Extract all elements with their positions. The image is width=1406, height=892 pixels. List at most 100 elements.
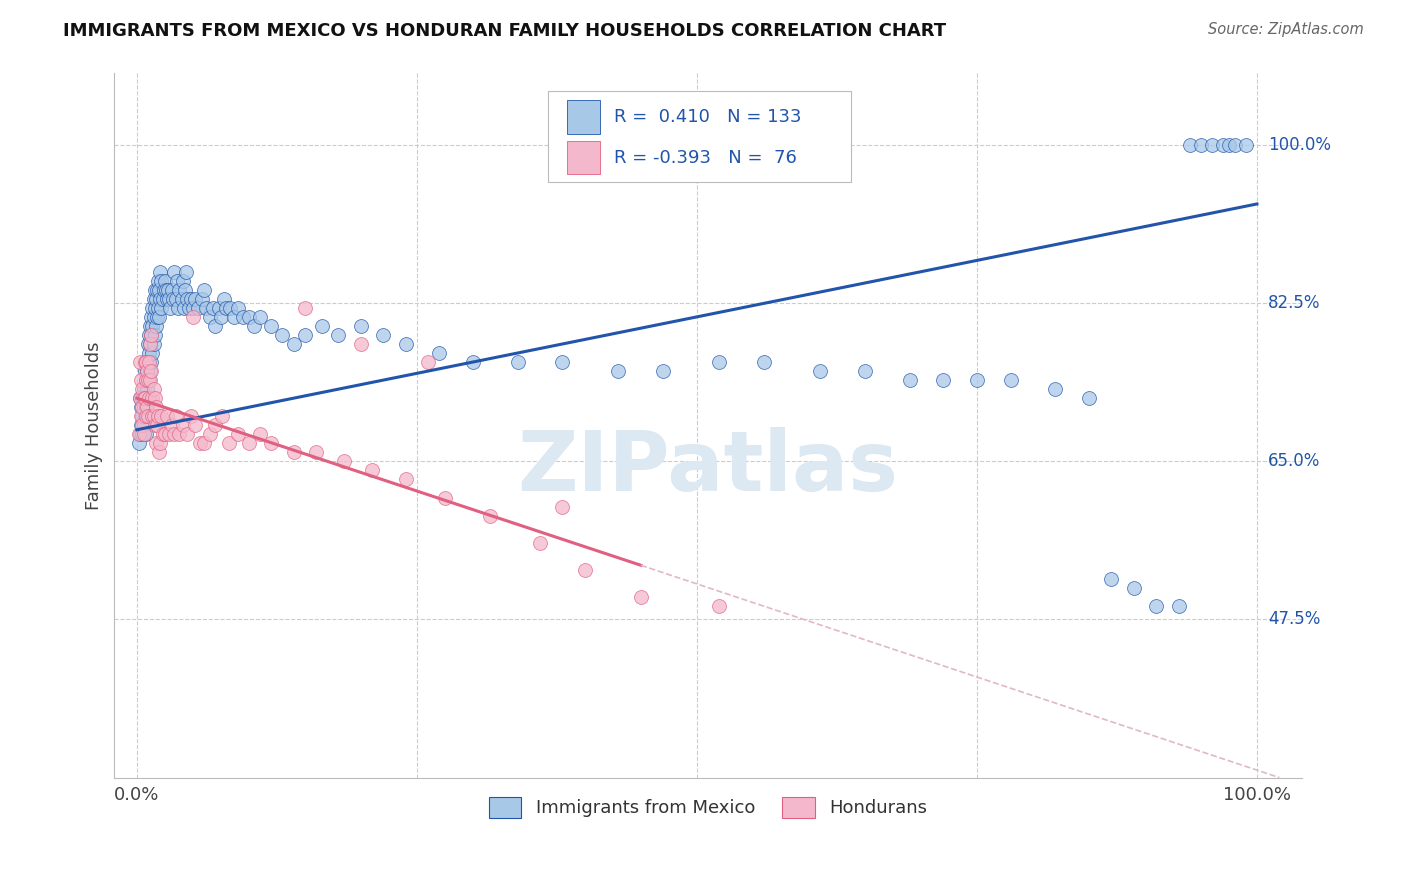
Point [146, 409, 169, 424]
Point [156, 409, 179, 424]
Point [1189, 138, 1212, 153]
Point [131, 427, 153, 442]
Point [215, 301, 238, 315]
Point [652, 364, 675, 378]
Point [172, 274, 194, 288]
Point [169, 283, 191, 297]
Point [157, 427, 180, 442]
Point [361, 463, 384, 477]
Point [1000, 373, 1022, 387]
Point [305, 445, 328, 459]
Point [218, 436, 240, 450]
Point [350, 318, 373, 333]
Point [146, 418, 169, 433]
Point [198, 310, 221, 324]
Point [141, 327, 163, 342]
Point [224, 310, 246, 324]
Text: R = -0.393   N =  76: R = -0.393 N = 76 [614, 149, 797, 167]
Point [135, 373, 157, 387]
Point [136, 355, 159, 369]
Point [630, 590, 652, 604]
Point [243, 318, 266, 333]
Point [143, 391, 166, 405]
Point [152, 292, 174, 306]
Point [141, 318, 163, 333]
Point [136, 391, 159, 405]
Point [139, 373, 162, 387]
Point [145, 318, 167, 333]
Point [1178, 138, 1201, 153]
Point [135, 364, 157, 378]
Point [271, 327, 294, 342]
Point [138, 327, 160, 342]
Point [574, 563, 596, 577]
Point [157, 283, 180, 297]
Point [898, 373, 921, 387]
Point [135, 409, 157, 424]
Point [373, 327, 395, 342]
Point [198, 427, 221, 442]
Point [142, 310, 165, 324]
Point [1234, 138, 1257, 153]
Point [132, 401, 155, 415]
Point [141, 310, 163, 324]
Point [207, 301, 229, 315]
Point [170, 292, 193, 306]
Point [149, 292, 172, 306]
Point [129, 427, 152, 442]
Text: ZIPatlas: ZIPatlas [517, 427, 898, 508]
Point [157, 292, 180, 306]
Point [1201, 138, 1223, 153]
Point [165, 292, 187, 306]
Point [328, 327, 350, 342]
Point [260, 318, 283, 333]
Point [131, 382, 153, 396]
Point [135, 382, 157, 396]
Point [132, 391, 155, 405]
Point [167, 301, 190, 315]
Point [139, 337, 162, 351]
Point [145, 292, 167, 306]
Point [132, 382, 155, 396]
Point [135, 427, 157, 442]
Point [143, 327, 166, 342]
Point [135, 373, 157, 387]
Point [136, 373, 159, 387]
Point [395, 473, 418, 487]
Point [134, 409, 156, 424]
Point [160, 418, 183, 433]
Point [1045, 382, 1067, 396]
Point [155, 283, 177, 297]
Point [138, 373, 160, 387]
Point [135, 355, 157, 369]
Point [141, 327, 163, 342]
Point [132, 418, 155, 433]
Text: 65.0%: 65.0% [1268, 452, 1320, 470]
Point [131, 418, 153, 433]
Point [226, 301, 249, 315]
Point [129, 409, 152, 424]
Point [551, 355, 574, 369]
Point [139, 337, 162, 351]
Point [159, 301, 181, 315]
Point [932, 373, 955, 387]
Point [709, 355, 731, 369]
Point [145, 436, 167, 450]
Point [145, 401, 167, 415]
FancyBboxPatch shape [548, 91, 851, 182]
Point [209, 310, 232, 324]
Point [187, 301, 209, 315]
Point [350, 337, 373, 351]
Point [141, 346, 163, 360]
Point [176, 427, 198, 442]
Point [135, 401, 157, 415]
Point [201, 301, 224, 315]
Point [135, 355, 157, 369]
Point [138, 346, 160, 360]
Point [150, 409, 173, 424]
Point [1223, 138, 1246, 153]
Point [162, 292, 184, 306]
Point [179, 301, 201, 315]
Point [461, 355, 484, 369]
Point [163, 265, 186, 279]
